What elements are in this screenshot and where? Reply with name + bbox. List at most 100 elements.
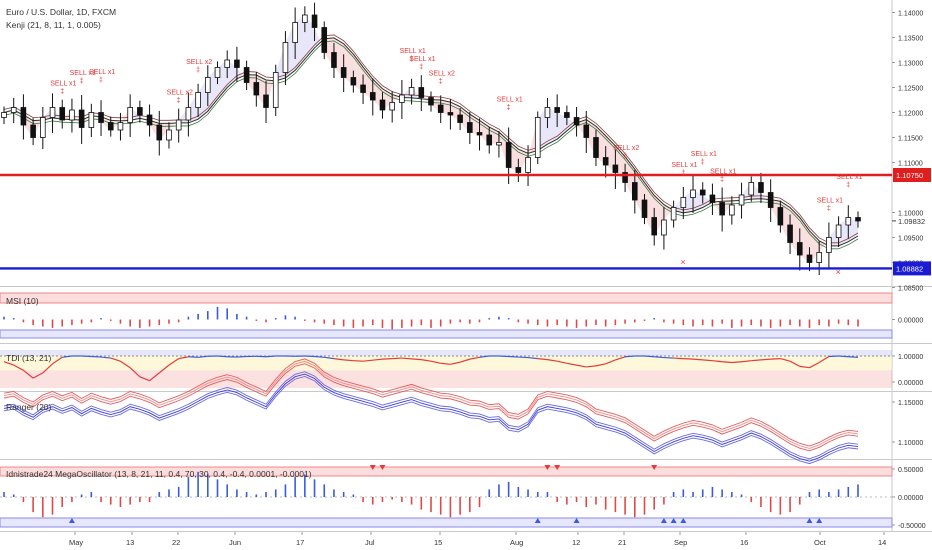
candle-body [428,97,434,106]
tdi-line-segment [265,355,276,358]
mega-buy-arrow [660,518,667,523]
tdi-line-segment [605,359,616,365]
candle-body [253,82,260,96]
candle-body [69,109,75,121]
msi-tick-label: 0.00000 [898,318,923,325]
tdi-line-segment [576,364,587,368]
candle-body [224,59,231,68]
price-tick-label: 1.10000 [898,211,923,218]
tdi-line-segment [343,359,354,362]
candle-body [641,199,648,218]
tdi-line-segment [838,355,849,358]
tdi-line-segment [430,360,441,364]
tdi-line-segment [168,358,180,366]
sell-signal-marker: ‡ [846,182,850,189]
candle-body [107,122,114,131]
candle-body [593,137,599,158]
candle-body [796,242,803,256]
sell-signal-label: SELL x1 [70,70,96,77]
tdi-line-segment [333,358,344,361]
sell-signal-label: SELL x2 [186,59,212,66]
mega-sell-arrow [369,465,376,470]
ranger-band-line [3,376,859,465]
level-price-tag [893,261,931,276]
price-pane: SELL x1‡SELL x1‡SELL x1‡SELL x2‡SELL x2‡… [0,2,892,277]
time-tick-label: 14 [878,538,886,547]
price-tick-label: 1.13500 [898,36,923,43]
candle-body [195,92,201,108]
ranger-label: Ranger (20) [6,402,52,412]
ranger-band-line [3,371,859,460]
time-axis: May 13 22 Jun 17 Jul 15 Aug 12 21 Sep 16 Oct 14 [69,532,886,547]
tdi-line-segment [644,355,655,358]
candle-body [166,129,172,141]
tdi-line-segment [110,357,121,362]
sell-signal-label: SELL x1 [710,169,736,176]
mega-buy-arrow [680,518,687,523]
kenji-cloud-segment [702,195,713,208]
candle-body [602,157,609,166]
candle-body [30,124,36,138]
sell-signal-label: SELL x2 [167,90,193,97]
level-price-tag [893,168,931,182]
sell-signal-label: SELL x1 [817,198,843,205]
tdi-line-segment [304,355,315,358]
sell-signal-marker: ‡ [827,206,831,213]
mega-sell-arrow [379,465,386,470]
mega-tick-label: 0.50000 [898,467,923,474]
tdi-line-segment [401,357,412,360]
candle-body [214,67,221,78]
candle-body [302,14,308,23]
sell-signal-marker: ‡ [177,98,181,105]
price-tick-label: 1.12500 [898,86,923,93]
tdi-line-segment [421,359,432,362]
candle-body [146,114,153,126]
tdi-line-segment [625,355,635,358]
tdi-line-segment [760,358,771,361]
candle-body [855,217,861,222]
candle-body [515,167,522,173]
candle-body [447,112,454,116]
candle-body [845,217,852,226]
candle-body [1,112,7,118]
msi-overbought-band [0,292,893,304]
tdi-line-segment [731,361,742,364]
candle-body [369,92,376,101]
candle-body [78,109,85,128]
tdi-line-segment [139,376,150,382]
time-tick-label: 13 [126,538,134,547]
tdi-line-segment [392,357,402,360]
sell-signal-marker: ‡ [623,153,627,160]
candle-body [573,117,580,126]
candle-body [612,164,619,173]
candle-body [175,119,182,131]
candle-body [98,112,104,123]
ranger-band-line [3,360,859,449]
tdi-line-segment [450,361,461,365]
candle-body [670,207,677,221]
candle-body [719,202,725,216]
tdi-line-segment [217,355,228,358]
ranger-band-line [3,373,859,462]
tdi-line-segment [324,356,335,360]
sell-signal-label: SELL x2 [429,70,455,77]
candle-body [748,182,755,196]
tdi-line-segment [751,359,762,362]
tdi-line-segment [741,360,752,363]
candle-body [292,22,298,43]
candle-body [583,124,590,138]
sell-signal-marker: ‡ [681,170,685,177]
time-tick-label: 17 [296,538,304,547]
tdi-line-segment [459,358,471,363]
sell-signal-marker: ‡ [80,78,84,85]
sell-signal-marker: ‡ [701,159,705,166]
sell-signal-label: SELL x1 [691,151,717,158]
sell-signal-marker: ‡ [99,77,103,84]
tdi-line-segment [32,372,44,379]
price-tick-label: 1.09500 [898,236,923,243]
kenji-indicator-label: Kenji (21, 8, 11, 1, 0.005) [6,20,101,30]
candle-body [777,207,784,226]
candle-body [699,189,706,196]
indicator-panes [0,0,932,532]
sell-signal-label: SELL x1 [836,174,862,181]
